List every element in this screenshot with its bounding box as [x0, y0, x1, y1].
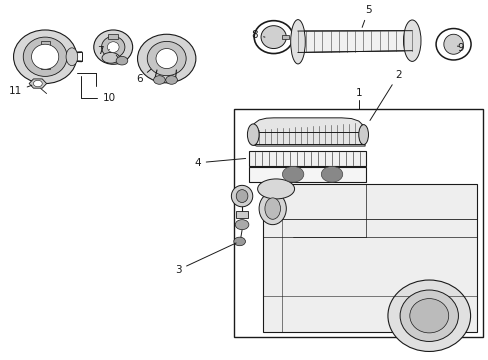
Ellipse shape — [403, 20, 420, 62]
Ellipse shape — [443, 34, 462, 54]
Text: 4: 4 — [194, 158, 245, 168]
Ellipse shape — [14, 30, 77, 84]
Text: 3: 3 — [174, 243, 236, 275]
Ellipse shape — [31, 44, 59, 69]
Ellipse shape — [387, 280, 469, 351]
Text: 11: 11 — [9, 85, 32, 96]
Bar — [249, 167, 366, 182]
Bar — [254, 132, 363, 144]
Ellipse shape — [102, 36, 124, 58]
Ellipse shape — [435, 28, 470, 60]
Ellipse shape — [259, 193, 286, 225]
Ellipse shape — [33, 80, 42, 87]
Text: 2: 2 — [369, 69, 401, 121]
Ellipse shape — [264, 198, 280, 219]
Text: 10: 10 — [81, 76, 115, 103]
Bar — [41, 41, 50, 45]
Text: 6: 6 — [136, 69, 151, 84]
Text: 7: 7 — [97, 46, 109, 56]
Ellipse shape — [116, 57, 127, 65]
Polygon shape — [297, 31, 411, 53]
Bar — [282, 35, 288, 39]
Polygon shape — [249, 118, 365, 146]
Ellipse shape — [290, 19, 305, 64]
Ellipse shape — [358, 125, 368, 145]
Ellipse shape — [236, 190, 247, 203]
Ellipse shape — [153, 76, 165, 84]
Bar — [41, 65, 50, 69]
Bar — [108, 34, 118, 39]
Ellipse shape — [94, 30, 132, 64]
Bar — [263, 184, 476, 332]
Bar — [249, 151, 366, 166]
Text: 5: 5 — [362, 5, 371, 27]
Text: 9: 9 — [457, 43, 463, 53]
Bar — [233, 109, 482, 337]
Text: 8: 8 — [251, 30, 264, 40]
Ellipse shape — [107, 42, 119, 53]
Ellipse shape — [102, 53, 119, 63]
Ellipse shape — [156, 49, 177, 68]
Ellipse shape — [321, 166, 342, 182]
Ellipse shape — [165, 76, 177, 84]
Ellipse shape — [254, 21, 292, 54]
Ellipse shape — [231, 185, 252, 207]
Ellipse shape — [257, 179, 294, 199]
Ellipse shape — [66, 48, 78, 66]
Bar — [235, 211, 248, 217]
Ellipse shape — [282, 166, 303, 182]
Ellipse shape — [147, 41, 186, 76]
Ellipse shape — [235, 220, 248, 230]
Ellipse shape — [247, 124, 259, 145]
Ellipse shape — [399, 290, 458, 342]
Ellipse shape — [137, 34, 196, 83]
Polygon shape — [29, 79, 46, 88]
Ellipse shape — [23, 37, 67, 76]
Ellipse shape — [233, 237, 245, 246]
Ellipse shape — [409, 298, 448, 333]
Text: 1: 1 — [355, 88, 361, 98]
Ellipse shape — [261, 26, 286, 49]
